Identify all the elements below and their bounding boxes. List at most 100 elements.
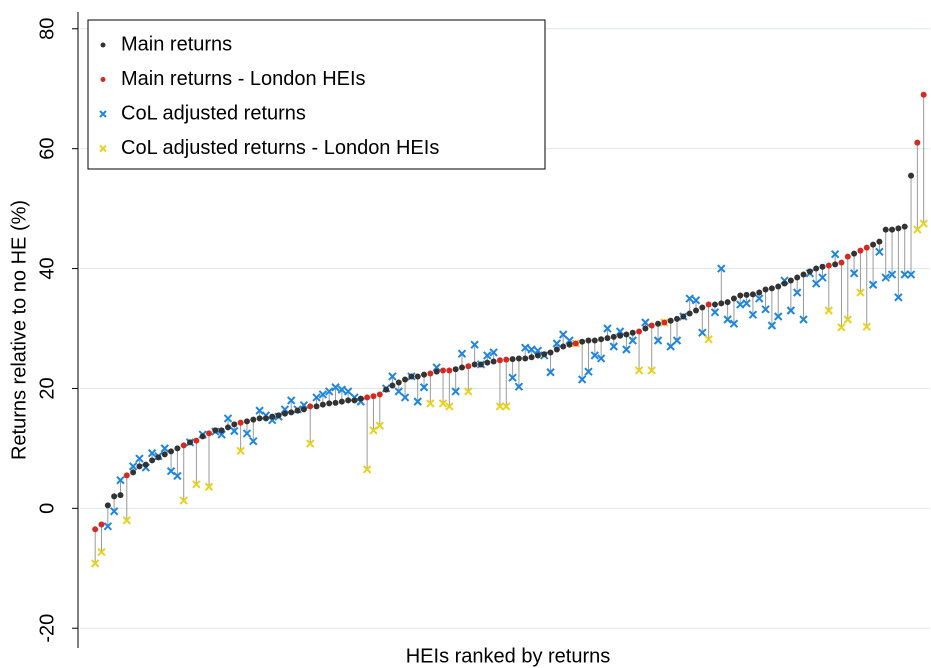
- x-marker: [698, 328, 707, 337]
- legend-box: [87, 19, 546, 170]
- x-marker: [388, 372, 397, 381]
- dot-marker: [762, 286, 769, 293]
- y-tick-label: 40: [36, 257, 58, 279]
- x-marker: [413, 397, 422, 406]
- x-marker: [552, 339, 562, 348]
- dot-marker: [402, 376, 409, 383]
- x-marker: [533, 346, 543, 355]
- x-marker: [331, 383, 340, 392]
- x-marker: [103, 522, 113, 531]
- x-marker: [843, 315, 852, 324]
- x-marker: [135, 454, 144, 463]
- dot-marker: [408, 373, 415, 380]
- x-marker: [628, 336, 637, 345]
- dot-marker: [294, 407, 301, 414]
- x-marker: [742, 299, 751, 308]
- x-marker: [426, 399, 435, 408]
- dot-marker: [484, 359, 491, 366]
- x-marker: [255, 406, 264, 415]
- x-marker: [236, 446, 245, 455]
- dot-marker: [338, 398, 345, 405]
- x-marker: [849, 269, 859, 278]
- x-marker: [179, 496, 188, 505]
- x-marker: [122, 516, 132, 525]
- x-marker: [634, 366, 644, 375]
- x-marker: [900, 270, 909, 279]
- x-marker: [691, 296, 701, 305]
- x-marker: [799, 315, 808, 324]
- dot-marker: [111, 493, 118, 500]
- x-marker: [704, 335, 713, 344]
- dot-marker: [218, 427, 225, 434]
- dot-marker: [490, 358, 497, 365]
- x-marker: [868, 280, 878, 289]
- dot-marker: [598, 336, 605, 343]
- dot-marker: [168, 448, 175, 455]
- x-marker: [166, 466, 176, 476]
- dot-marker: [389, 382, 396, 389]
- dot-marker: [749, 291, 756, 298]
- dot-marker: [313, 403, 320, 410]
- x-marker: [906, 270, 916, 279]
- dot-marker: [813, 265, 820, 272]
- dot-marker: [914, 139, 921, 146]
- x-marker: [192, 480, 201, 489]
- dot-marker: [870, 241, 877, 248]
- dot-marker: [547, 349, 554, 356]
- dot-marker: [440, 367, 447, 374]
- x-marker: [913, 225, 922, 234]
- dot-marker: [256, 415, 263, 422]
- dot-marker: [895, 225, 902, 232]
- x-marker: [622, 345, 631, 354]
- x-marker: [584, 367, 593, 376]
- dot-marker: [787, 277, 794, 284]
- dot-marker: [566, 341, 573, 348]
- dot-marker: [458, 364, 465, 371]
- x-marker: [685, 294, 694, 303]
- dot-marker: [414, 373, 421, 380]
- dot-marker: [496, 357, 503, 364]
- x-marker: [546, 368, 555, 377]
- dot-marker: [617, 332, 624, 339]
- x-marker: [672, 336, 682, 345]
- dot-marker: [231, 421, 238, 428]
- x-marker: [451, 387, 460, 396]
- x-marker: [774, 312, 783, 321]
- dot-marker: [136, 463, 143, 470]
- dot-marker: [724, 299, 731, 306]
- dot-marker: [743, 291, 750, 298]
- dot-marker: [699, 304, 706, 311]
- dot-marker: [427, 370, 434, 377]
- dot-marker: [345, 397, 352, 404]
- x-marker: [394, 387, 403, 396]
- x-marker: [306, 439, 315, 448]
- dot-marker: [326, 400, 333, 407]
- x-marker: [99, 110, 107, 118]
- x-marker: [287, 396, 296, 405]
- dot-marker: [319, 401, 326, 408]
- dot-marker: [832, 261, 839, 268]
- dot-marker: [503, 356, 510, 363]
- x-marker: [590, 351, 600, 360]
- dot-marker: [541, 351, 548, 358]
- x-marker: [761, 305, 770, 314]
- dot-marker: [591, 337, 598, 344]
- dot-marker: [838, 259, 845, 266]
- dot-marker: [528, 354, 535, 361]
- x-marker: [242, 429, 252, 438]
- dot-marker: [212, 427, 219, 434]
- dot-marker: [585, 337, 592, 344]
- x-marker: [116, 475, 125, 485]
- legend: Main returns Main returns - London HEIs Co…: [87, 19, 546, 170]
- x-marker: [337, 385, 347, 394]
- dot-marker: [149, 457, 156, 464]
- dot-marker: [509, 356, 516, 363]
- dot-marker: [819, 263, 826, 270]
- y-tick-label: 60: [36, 138, 58, 160]
- dot-marker: [262, 415, 269, 422]
- dot-marker: [250, 416, 257, 423]
- x-marker: [375, 421, 384, 430]
- dot-marker: [275, 412, 282, 419]
- dot-marker: [161, 451, 168, 458]
